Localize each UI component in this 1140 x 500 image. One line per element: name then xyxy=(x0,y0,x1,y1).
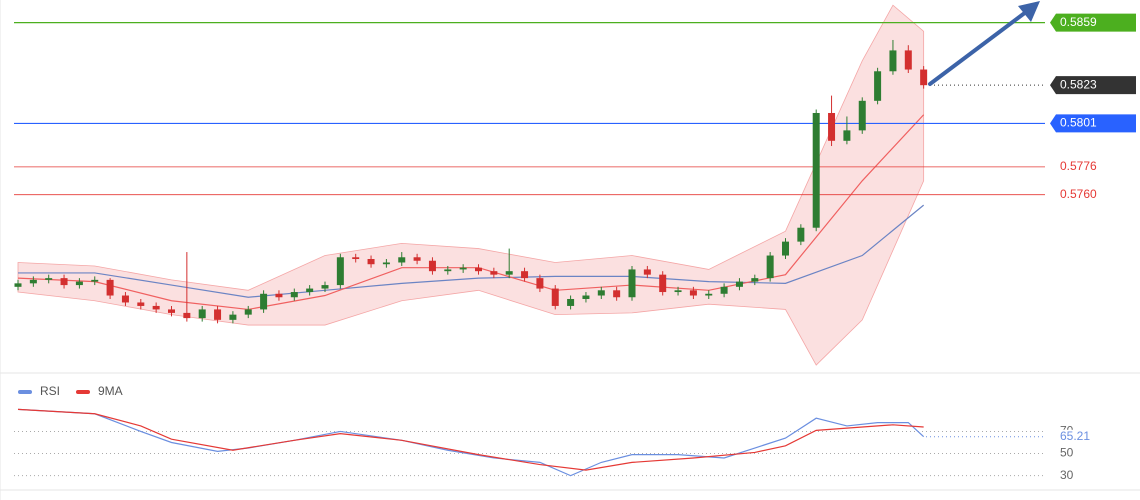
price-level-label: 0.5776 xyxy=(1060,159,1097,173)
candle-body xyxy=(398,257,406,263)
candle-body xyxy=(858,100,866,131)
y-tick-label: 30 xyxy=(1060,468,1074,482)
candle-body xyxy=(812,112,820,228)
candle-body xyxy=(735,281,743,287)
candle-body xyxy=(521,271,529,279)
candle-body xyxy=(275,293,283,298)
candle-body xyxy=(874,71,882,101)
candle-body xyxy=(60,278,68,286)
candle-body xyxy=(889,50,897,72)
candle-body xyxy=(413,257,421,261)
candle-body xyxy=(382,262,390,265)
candle-body xyxy=(628,269,636,298)
candle-body xyxy=(168,309,175,313)
candle-body xyxy=(152,305,160,310)
y-tick-label: 50 xyxy=(1060,446,1074,460)
trend-arrow xyxy=(928,1,1040,86)
candle-body xyxy=(828,112,836,141)
candle-body xyxy=(29,279,37,284)
candle-body xyxy=(229,314,237,320)
candle-body xyxy=(198,309,206,319)
moving-average xyxy=(18,204,925,298)
candle-body xyxy=(567,298,575,306)
candle-body xyxy=(613,290,621,298)
candle-body xyxy=(582,295,590,299)
price-level-label: 0.5801 xyxy=(1060,116,1097,130)
candle-body xyxy=(689,290,697,296)
candle-body xyxy=(75,281,83,286)
candle-body xyxy=(290,292,298,298)
candle-body xyxy=(475,267,482,272)
bollinger-band xyxy=(17,4,925,366)
candle-body xyxy=(121,295,129,303)
candle-body xyxy=(674,290,682,293)
candle-body xyxy=(367,259,375,265)
candle-body xyxy=(597,290,605,296)
candle-body xyxy=(705,293,713,296)
legend-label: 9MA xyxy=(98,384,123,398)
legend-swatch xyxy=(18,390,32,394)
price-level-tag xyxy=(1050,76,1136,95)
candle-body xyxy=(214,309,222,320)
candle-body xyxy=(352,257,360,260)
price-panel: 0.5859 0.5823 0.5801 0.5776 0.5760 xyxy=(14,4,1136,366)
price-level-label: 0.5859 xyxy=(1060,15,1097,29)
candle-body xyxy=(321,285,329,289)
candle-body xyxy=(720,286,728,294)
candle-body xyxy=(106,279,114,296)
legend-label: RSI xyxy=(40,384,60,398)
price-level-label: 0.5760 xyxy=(1060,187,1097,201)
candle-body xyxy=(490,271,498,275)
candle-body xyxy=(659,274,667,293)
candle-body xyxy=(428,260,436,272)
candle-body xyxy=(782,241,789,256)
legend-swatch xyxy=(76,390,90,394)
candle-body xyxy=(751,278,759,282)
candle-body xyxy=(843,130,851,141)
candle-body xyxy=(183,312,191,319)
indicator-line xyxy=(17,408,925,477)
candle-body xyxy=(643,269,651,275)
current-value-label: 65.21 xyxy=(1060,429,1090,443)
candle-body xyxy=(797,227,805,242)
price-level-tag xyxy=(1050,114,1136,133)
candle-body xyxy=(766,255,774,279)
price-level-label: 0.5823 xyxy=(1060,77,1097,91)
current-value-bg xyxy=(1058,429,1098,444)
candle-body xyxy=(336,257,344,286)
candle-body xyxy=(505,271,513,275)
indicator-line xyxy=(17,408,924,471)
candle-body xyxy=(14,283,22,287)
candle-body xyxy=(306,288,314,293)
candle-body xyxy=(137,302,145,306)
price-level-tag xyxy=(1050,13,1136,32)
candle-body xyxy=(904,50,912,70)
candle-body xyxy=(244,309,252,315)
candle-body xyxy=(260,293,268,310)
candle-body xyxy=(91,279,99,282)
candle-body xyxy=(551,288,559,306)
candle-body xyxy=(45,278,53,280)
candle-body xyxy=(536,278,544,289)
candle-body xyxy=(459,267,467,270)
candle-body xyxy=(920,69,928,86)
candle-body xyxy=(444,269,452,272)
